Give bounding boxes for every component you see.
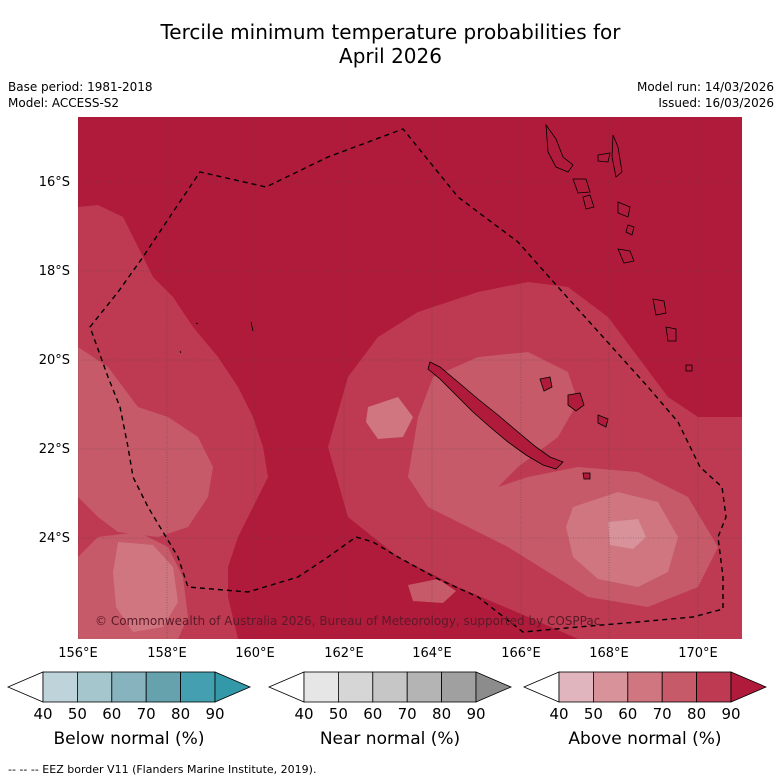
region-60-70-west (78, 347, 213, 537)
issued-date: Issued: 16/03/2026 (658, 96, 774, 110)
colorbar-below-segment (111, 671, 147, 703)
title-line-1: Tercile minimum temperature probabilitie… (160, 20, 621, 44)
colorbar-near-segment (303, 671, 339, 703)
title-line-2: April 2026 (339, 44, 442, 68)
colorbar-below-segment (42, 671, 78, 703)
colorbar-below-tick: 60 (102, 705, 122, 723)
vanuatu-islands (545, 123, 693, 372)
colorbar-below-max-arrow (214, 671, 252, 703)
region-40-50-core (608, 519, 646, 549)
colorbar-near-tick: 40 (294, 705, 314, 723)
lat-label-22s: 22°S (38, 442, 70, 457)
probability-map: © Commonwealth of Australia 2026, Bureau… (78, 117, 742, 639)
colorbar-above-segment (593, 671, 629, 703)
lon-label-158e: 158°E (147, 646, 187, 661)
loyalty-islands (539, 376, 609, 428)
model-name: Model: ACCESS-S2 (8, 96, 120, 110)
lon-label-166e: 166°E (501, 646, 541, 661)
colorbar-above-tick: 60 (618, 705, 638, 723)
copyright-text: © Commonwealth of Australia 2026, Bureau… (95, 614, 600, 628)
colorbar-above-segments (558, 671, 732, 703)
colorbar-above (522, 671, 768, 703)
map-title: Tercile minimum temperature probabilitie… (0, 20, 781, 68)
region-50-60-ne-caledonia (366, 397, 413, 439)
new-caledonia-island (427, 361, 564, 470)
colorbar-below-tick: 50 (67, 705, 87, 723)
lat-label-18s: 18°S (38, 264, 70, 279)
colorbar-near-tick: 60 (363, 705, 383, 723)
eez-border (89, 128, 727, 633)
chesterfield-islands (179, 321, 254, 354)
region-60-70-small (408, 579, 456, 603)
colorbar-near-segment (338, 671, 374, 703)
colorbar-below-tick: 80 (171, 705, 191, 723)
colorbar-above-segment (661, 671, 697, 703)
meta-left: Base period: 1981-2018 Model: ACCESS-S2 (8, 79, 153, 111)
isle-of-pines (582, 472, 591, 480)
colorbar-near-segment (406, 671, 442, 703)
colorbar-below-segment (145, 671, 181, 703)
colorbar-near-tick: 90 (466, 705, 486, 723)
colorbar-below-tick: 90 (205, 705, 225, 723)
colorbar-below-segment (77, 671, 113, 703)
colorbar-near-segment (441, 671, 477, 703)
lon-label-162e: 162°E (324, 646, 364, 661)
colorbar-above-tick: 50 (583, 705, 603, 723)
model-run: Model run: 14/03/2026 (636, 80, 774, 94)
region-50-60-southwest (113, 542, 178, 632)
lon-label-170e: 170°E (678, 646, 718, 661)
colorbar-above-tick: 80 (687, 705, 707, 723)
graticule (78, 117, 742, 639)
lon-label-164e: 164°E (412, 646, 452, 661)
colorbar-above-min-arrow (522, 671, 560, 703)
colorbar-above-segment (696, 671, 732, 703)
colorbar-below (6, 671, 252, 703)
colorbar-below-label: Below normal (%) (53, 729, 205, 749)
colorbar-above-tick: 40 (549, 705, 569, 723)
colorbar-below-tick: 40 (33, 705, 53, 723)
eez-footnote: -- -- -- EEZ border V11 (Flanders Marine… (8, 763, 317, 776)
colorbar-above-tick: 70 (652, 705, 672, 723)
colorbar-near-min-arrow (267, 671, 305, 703)
base-period: Base period: 1981-2018 (8, 80, 153, 94)
colorbar-near-tick: 70 (397, 705, 417, 723)
colorbar-above-max-arrow (730, 671, 768, 703)
lon-label-168e: 168°E (589, 646, 629, 661)
meta-right: Model run: 14/03/2026 Issued: 16/03/2026 (637, 79, 774, 111)
colorbar-above-segment (558, 671, 594, 703)
lat-label-20s: 20°S (38, 353, 70, 368)
colorbar-below-tick: 70 (136, 705, 156, 723)
lon-label-156e: 156°E (58, 646, 98, 661)
lat-label-16s: 16°S (38, 175, 70, 190)
colorbar-below-segments (42, 671, 216, 703)
colorbar-near-tick: 50 (328, 705, 348, 723)
colorbar-near-tick: 80 (432, 705, 452, 723)
colorbar-below-segment (180, 671, 216, 703)
colorbar-above-label: Above normal (%) (568, 729, 722, 749)
colorbar-below-min-arrow (6, 671, 44, 703)
lat-label-24s: 24°S (38, 531, 70, 546)
lon-label-160e: 160°E (235, 646, 275, 661)
colorbar-near (267, 671, 513, 703)
colorbar-above-segment (627, 671, 663, 703)
colorbar-near-max-arrow (475, 671, 513, 703)
colorbar-near-segments (303, 671, 477, 703)
colorbar-above-tick: 90 (721, 705, 741, 723)
colorbar-near-segment (372, 671, 408, 703)
colorbar-near-label: Near normal (%) (319, 729, 461, 749)
